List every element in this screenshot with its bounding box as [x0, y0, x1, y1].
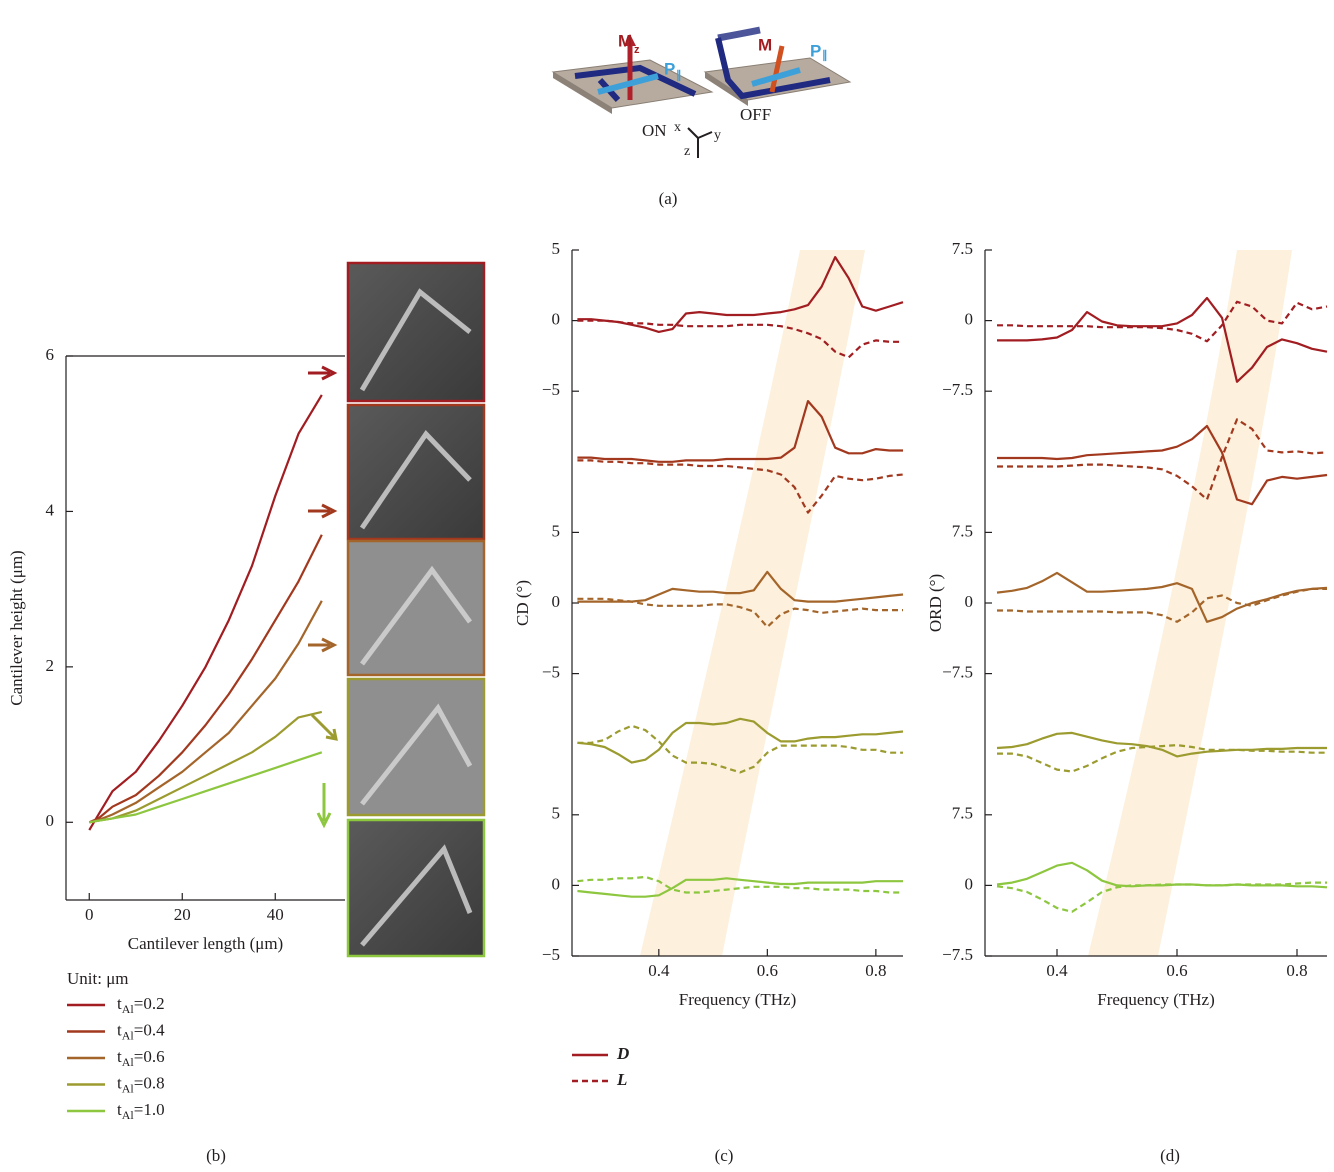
data-line — [89, 712, 321, 822]
legend-label-part: Al — [122, 1055, 135, 1069]
x-axis-label: Frequency (THz) — [679, 990, 797, 1009]
x-tick-label: 0.8 — [865, 961, 886, 980]
y-tick-label: 0 — [46, 811, 55, 830]
data-line — [89, 752, 321, 822]
y-tick-label: 0 — [552, 874, 561, 893]
legend-label-part: =0.4 — [134, 1020, 165, 1039]
axis-x-label: x — [674, 120, 681, 135]
legend-label-part: =0.8 — [134, 1073, 165, 1092]
legend-title: Unit: μm — [67, 969, 129, 988]
off-label: OFF — [740, 105, 771, 124]
arrow — [308, 639, 334, 651]
legend-label-part: Al — [122, 1028, 135, 1042]
y-tick-label: −5 — [542, 380, 560, 399]
data-line — [577, 878, 903, 896]
arrow — [308, 505, 334, 517]
axis-z-label: z — [684, 144, 690, 159]
data-line — [577, 401, 903, 462]
legend-label-part: Al — [122, 1081, 135, 1095]
y-axis-label: CD (°) — [513, 580, 532, 626]
panel-a: M z P ∥ M P ∥ ON OFF x y z (a) — [553, 30, 850, 208]
data-line — [997, 419, 1327, 499]
y-tick-label: −7.5 — [942, 663, 973, 682]
y-tick-label: 0 — [965, 592, 974, 611]
x-axis-label: Frequency (THz) — [1097, 990, 1215, 1009]
x-tick-label: 0.8 — [1286, 961, 1307, 980]
x-tick-label: 0.6 — [1166, 961, 1187, 980]
y-tick-label: 4 — [46, 500, 55, 519]
arrow — [312, 715, 336, 739]
legend-label: D — [616, 1044, 629, 1063]
legend-label-part: =0.6 — [134, 1047, 165, 1066]
data-line — [89, 601, 321, 823]
highlight-band — [640, 250, 865, 956]
p-label: P — [664, 59, 675, 78]
caption: (d) — [1160, 1146, 1180, 1165]
x-tick-label: 20 — [174, 905, 191, 924]
y-tick-label: 7.5 — [952, 521, 973, 540]
y-tick-label: 2 — [46, 656, 55, 675]
y-axis-label: Cantilever height (μm) — [7, 550, 26, 705]
y-tick-label: 5 — [552, 521, 561, 540]
m-label: M — [618, 31, 632, 50]
x-tick-label: 0.6 — [757, 961, 778, 980]
m-sub: z — [634, 44, 640, 56]
y-tick-label: 5 — [552, 804, 561, 823]
y-tick-label: −5 — [542, 945, 560, 964]
axis-y — [698, 132, 712, 138]
y-tick-label: −5 — [542, 663, 560, 682]
axis-y-label: y — [714, 128, 721, 143]
legend-label-part: Al — [122, 1108, 135, 1122]
data-line — [997, 426, 1327, 504]
data-line — [577, 460, 903, 512]
m-label: M — [758, 35, 772, 54]
legend-label: tAl=0.2 — [117, 994, 165, 1016]
legend-label: tAl=1.0 — [117, 1100, 165, 1122]
data-line — [89, 535, 321, 823]
x-tick-label: 40 — [267, 905, 284, 924]
axis-x — [688, 128, 698, 138]
x-axis-label: Cantilever length (μm) — [128, 934, 283, 953]
y-tick-label: 7.5 — [952, 239, 973, 258]
arrow — [308, 367, 334, 379]
y-tick-label: 6 — [46, 345, 55, 364]
p-sub: ∥ — [822, 50, 828, 62]
legend-label: L — [616, 1070, 627, 1089]
caption: (b) — [206, 1146, 226, 1165]
legend-label-part: =1.0 — [134, 1100, 165, 1119]
legend-label: tAl=0.6 — [117, 1047, 165, 1069]
p-label: P — [810, 41, 821, 60]
frame-lifted — [718, 30, 760, 38]
page: {"panel_a": {"m": "M", "m_sub": "z", "p"… — [0, 0, 1334, 1172]
caption: (a) — [659, 189, 678, 208]
on-label: ON — [642, 121, 667, 140]
y-tick-label: 0 — [965, 874, 974, 893]
arrow — [318, 783, 330, 825]
p-sub: ∥ — [676, 70, 682, 82]
y-tick-label: 5 — [552, 239, 561, 258]
y-tick-label: −7.5 — [942, 380, 973, 399]
x-tick-label: 0.4 — [648, 961, 670, 980]
y-axis-label: ORD (°) — [926, 574, 945, 632]
caption: (c) — [715, 1146, 734, 1165]
x-tick-label: 0 — [85, 905, 94, 924]
data-line — [577, 321, 903, 358]
y-tick-label: 0 — [552, 592, 561, 611]
y-tick-label: −7.5 — [942, 945, 973, 964]
legend-label: tAl=0.4 — [117, 1020, 165, 1042]
legend-label: tAl=0.8 — [117, 1073, 165, 1095]
figure: M z P ∥ M P ∥ ON OFF x y z (a) 0 2 4 6 0 20 40… — [0, 0, 1334, 1172]
y-tick-label: 0 — [965, 310, 974, 329]
y-tick-label: 7.5 — [952, 804, 973, 823]
legend-label-part: Al — [122, 1002, 135, 1016]
data-line — [997, 589, 1327, 622]
x-tick-label: 0.4 — [1046, 961, 1068, 980]
legend-label-part: =0.2 — [134, 994, 165, 1013]
y-tick-label: 0 — [552, 310, 561, 329]
